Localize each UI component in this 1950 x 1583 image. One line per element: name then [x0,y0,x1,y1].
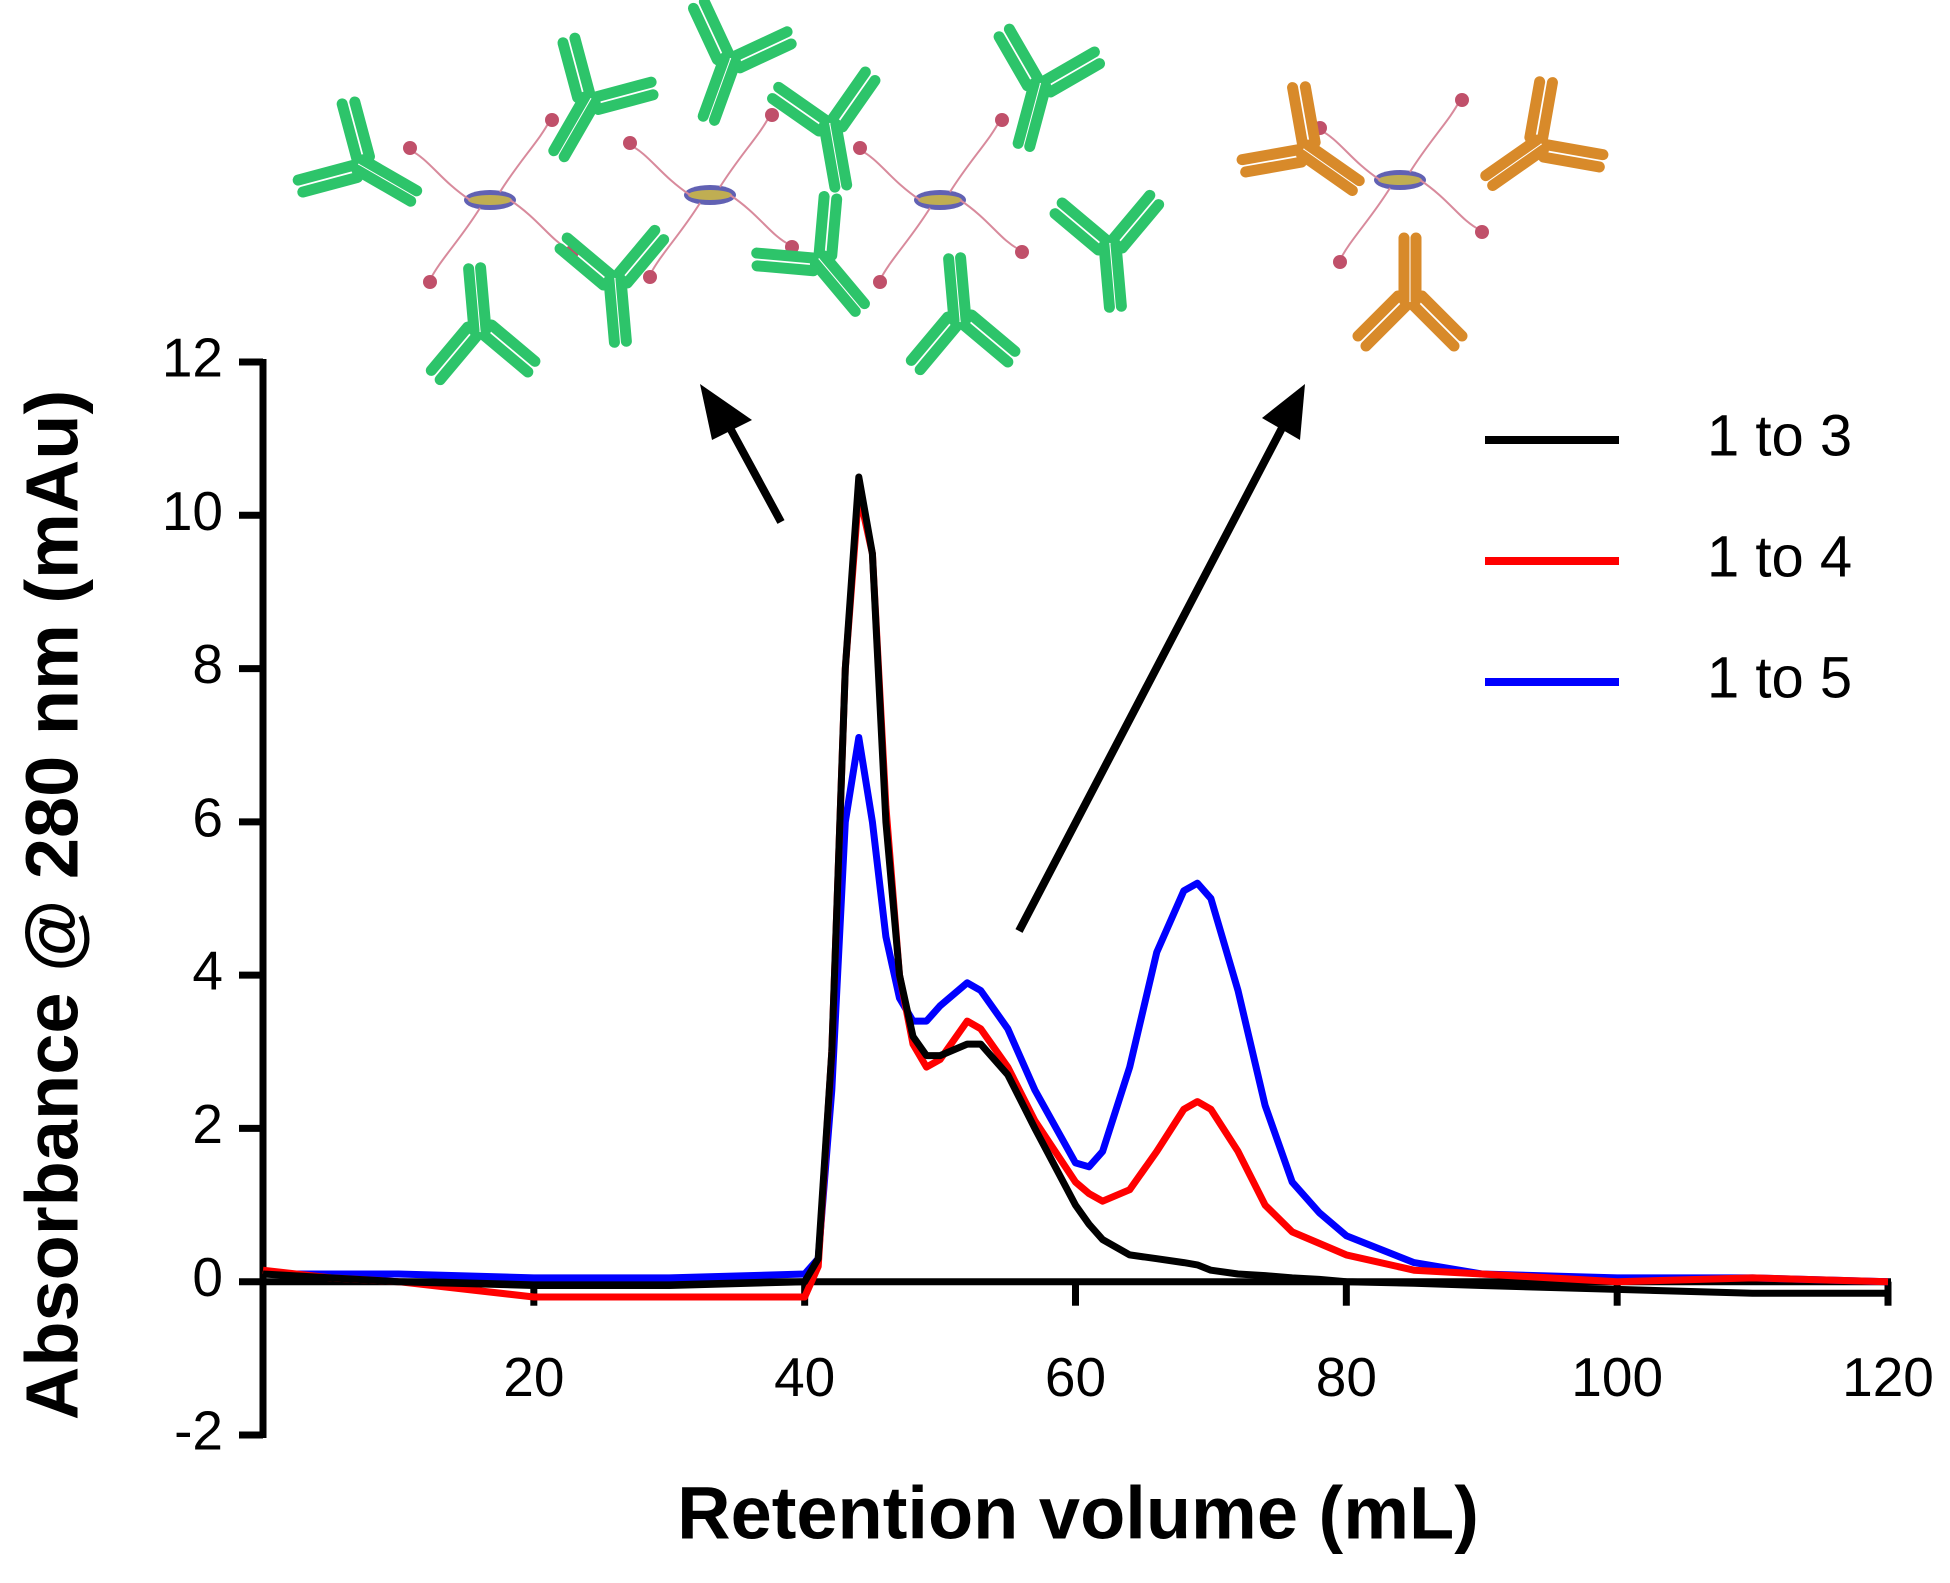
y-tick-label: 12 [162,327,223,389]
x-tick-label: 60 [1045,1346,1106,1408]
line-series [262,473,1888,1297]
y-tick-label: 10 [162,480,223,542]
y-tick-label: 6 [192,786,223,848]
y-tick-label: 0 [192,1246,223,1308]
y-tick-label: 2 [192,1093,223,1155]
y-tick-label: 4 [192,940,223,1002]
x-tick-label: 100 [1571,1346,1663,1408]
y-axis-title: Absorbance @ 280 nm (mAu) [11,390,94,1420]
x-axis-title: Retention volume (mL) [677,1472,1479,1555]
legend-label: 1 to 4 [1707,524,1852,589]
x-tick-label: 20 [503,1346,564,1408]
x-tick-label: 120 [1842,1346,1934,1408]
legend-label: 1 to 5 [1707,645,1852,710]
x-tick-label: 40 [774,1346,835,1408]
legend-label: 1 to 3 [1707,403,1852,468]
illustration [294,0,1607,380]
arrows [700,384,1305,933]
x-tick-label: 80 [1316,1346,1377,1408]
line-series [262,488,1889,1301]
y-tick-label: -2 [174,1400,223,1462]
y-tick-label: 8 [192,633,223,695]
